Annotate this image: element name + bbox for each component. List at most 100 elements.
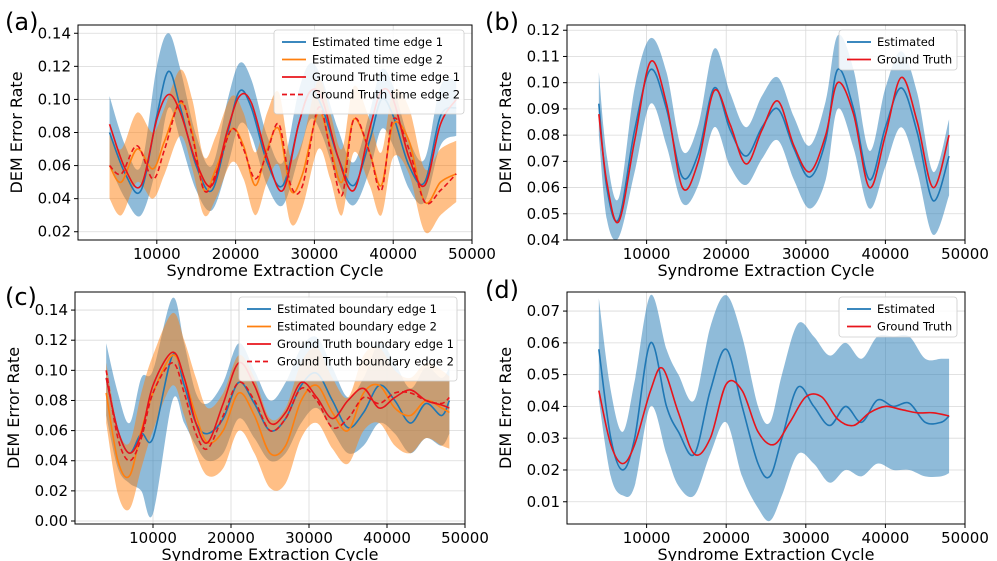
panel-label: (b) [485, 8, 519, 36]
confidence-band-1 [598, 294, 950, 522]
legend: Estimated Ground Truth [838, 296, 958, 338]
y-tick-label: 0.02 [527, 461, 560, 479]
y-tick-label: 0.10 [527, 74, 560, 92]
x-axis-label: Syndrome Extraction Cycle [162, 545, 379, 561]
x-tick-label: 50000 [941, 529, 989, 547]
y-tick-label: 0.01 [527, 493, 560, 511]
series-line-2 [598, 60, 950, 224]
series-line-2 [598, 366, 950, 465]
x-tick-label: 30000 [782, 245, 830, 263]
chart-panel-4: 10000 20000 30000 40000 50000 0.01 0.02 0.03 0.0… [485, 276, 989, 561]
legend: Estimated time edge 1 Estimated time edge… [273, 29, 465, 115]
panel-label: (c) [5, 283, 37, 311]
x-axis-label: Syndrome Extraction Cycle [167, 261, 384, 280]
x-tick-label: 50000 [941, 245, 989, 263]
panel-label: (d) [485, 276, 519, 304]
chart-panel-2: 10000 20000 30000 40000 50000 0.04 0.05 0.06 0.0… [485, 8, 989, 280]
x-tick-label: 40000 [862, 529, 910, 547]
legend-label: Estimated time edge 2 [312, 53, 443, 67]
plot-area [598, 294, 950, 522]
confidence-band-1 [106, 297, 450, 518]
x-tick-label: 10000 [133, 245, 181, 263]
y-tick-label: 0.08 [38, 124, 71, 142]
series-line-1 [108, 70, 457, 195]
chart-panel-1: 10000 20000 30000 40000 50000 0.02 0.04 0.06 0.0… [5, 8, 496, 280]
x-tick-label: 20000 [702, 245, 750, 263]
legend: Estimated Ground Truth [838, 29, 958, 71]
y-tick-label: 0.04 [527, 231, 560, 249]
plot-frame [566, 24, 966, 241]
y-tick-label: 0.07 [527, 152, 560, 170]
series-line-2 [108, 101, 457, 205]
y-tick-label: 0.11 [527, 47, 560, 65]
y-tick-label: 0.04 [527, 397, 560, 415]
plot-frame [566, 291, 966, 525]
legend-label: Ground Truth boundary edge 2 [277, 355, 454, 369]
legend-label: Ground Truth boundary edge 1 [277, 337, 454, 351]
legend-label: Estimated time edge 1 [312, 35, 443, 49]
legend-box [238, 296, 458, 382]
series-line-4 [105, 362, 450, 462]
legend-label: Ground Truth time edge 2 [312, 88, 460, 102]
x-tick-label: 30000 [285, 529, 333, 547]
y-tick-label: 0.12 [35, 331, 68, 349]
chart-panel-3: 10000 20000 30000 40000 50000 0.00 0.02 0.04 0.0… [4, 283, 489, 561]
x-tick-label: 10000 [623, 529, 671, 547]
y-axis-label: DEM Error Rate [496, 347, 515, 469]
y-tick-label: 0.02 [38, 223, 71, 241]
x-tick-label: 50000 [448, 245, 496, 263]
y-tick-label: 0.12 [38, 57, 71, 75]
y-axis-label: DEM Error Rate [7, 71, 26, 193]
x-tick-label: 40000 [862, 245, 910, 263]
x-tick-label: 30000 [782, 529, 830, 547]
x-axis-label: Syndrome Extraction Cycle [658, 261, 875, 280]
legend-label: Ground Truth [877, 320, 952, 334]
y-tick-label: 0.06 [38, 157, 71, 175]
y-tick-label: 0.14 [35, 301, 68, 319]
confidence-band-1 [598, 34, 950, 240]
y-axis-label: DEM Error Rate [496, 71, 515, 193]
plot-area [108, 33, 457, 234]
y-tick-label: 0.05 [527, 366, 560, 384]
x-tick-label: 20000 [212, 245, 260, 263]
x-tick-label: 10000 [129, 529, 177, 547]
y-tick-label: 0.05 [527, 205, 560, 223]
legend-label: Ground Truth time edge 1 [312, 70, 460, 84]
series-line-2 [105, 354, 450, 479]
legend-label: Estimated boundary edge 1 [277, 302, 437, 316]
y-tick-label: 0.14 [38, 24, 71, 42]
y-tick-label: 0.08 [527, 126, 560, 144]
y-tick-label: 0.08 [35, 391, 68, 409]
y-tick-label: 0.10 [35, 361, 68, 379]
y-tick-label: 0.03 [527, 429, 560, 447]
legend: Estimated boundary edge 1 Estimated bound… [238, 296, 458, 382]
x-tick-label: 20000 [207, 529, 255, 547]
series-line-1 [598, 342, 950, 479]
y-tick-label: 0.09 [527, 100, 560, 118]
legend-label: Ground Truth [877, 53, 952, 67]
x-tick-label: 40000 [369, 245, 417, 263]
y-tick-label: 0.06 [527, 334, 560, 352]
y-tick-label: 0.12 [527, 21, 560, 39]
y-tick-label: 0.00 [35, 512, 68, 530]
plot-area [598, 34, 950, 240]
y-tick-label: 0.07 [527, 302, 560, 320]
y-tick-label: 0.02 [35, 482, 68, 500]
legend-label: Estimated [877, 302, 935, 316]
y-tick-label: 0.06 [35, 422, 68, 440]
y-tick-label: 0.10 [38, 90, 71, 108]
x-tick-label: 50000 [441, 529, 489, 547]
x-axis-label: Syndrome Extraction Cycle [658, 545, 875, 561]
y-tick-label: 0.06 [527, 179, 560, 197]
series-line-3 [105, 351, 450, 454]
x-tick-label: 20000 [702, 529, 750, 547]
x-tick-label: 30000 [291, 245, 339, 263]
legend-label: Estimated boundary edge 2 [277, 320, 437, 334]
y-tick-label: 0.04 [38, 190, 71, 208]
plot-frame [74, 291, 466, 525]
x-tick-label: 10000 [623, 245, 671, 263]
legend-box [273, 29, 465, 115]
y-tick-label: 0.04 [35, 452, 68, 470]
